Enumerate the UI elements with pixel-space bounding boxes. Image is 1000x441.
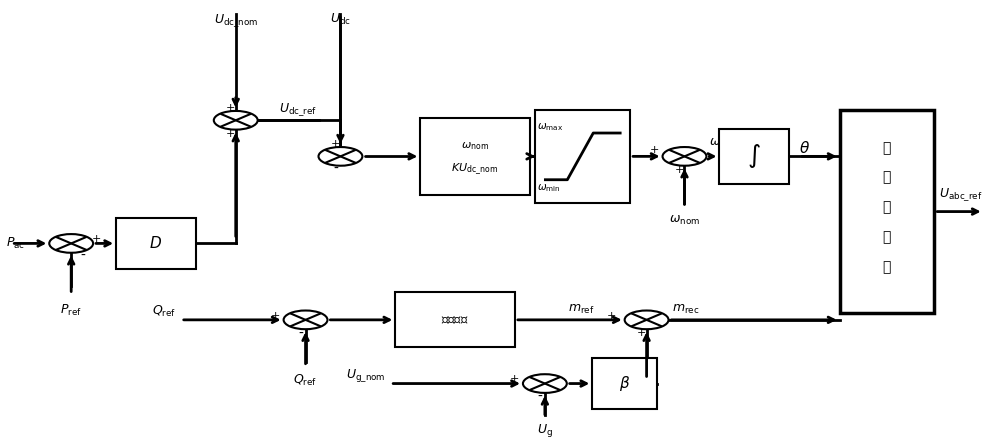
FancyBboxPatch shape [592, 358, 657, 409]
Text: +: + [637, 329, 646, 338]
Text: $U_{\mathrm{dc\_nom}}$: $U_{\mathrm{dc\_nom}}$ [214, 12, 258, 29]
Text: 成: 成 [883, 260, 891, 274]
Text: $Q_{\mathrm{ref}}$: $Q_{\mathrm{ref}}$ [152, 304, 176, 319]
Text: 生: 生 [883, 230, 891, 244]
Text: $\beta$: $\beta$ [619, 374, 630, 393]
Text: +: + [91, 234, 101, 244]
Text: $\theta$: $\theta$ [799, 140, 810, 156]
Circle shape [523, 374, 567, 393]
FancyBboxPatch shape [719, 129, 789, 184]
Circle shape [625, 310, 669, 329]
Text: $\int$: $\int$ [747, 142, 761, 170]
Text: $U_{\mathrm{dc}}$: $U_{\mathrm{dc}}$ [330, 12, 351, 27]
Text: +: + [271, 310, 280, 321]
Text: $\omega_{\mathrm{nom}}$: $\omega_{\mathrm{nom}}$ [669, 214, 700, 227]
Text: +: + [650, 145, 659, 155]
Text: $m_{\mathrm{rec}}$: $m_{\mathrm{rec}}$ [672, 303, 699, 316]
FancyBboxPatch shape [840, 110, 934, 314]
Circle shape [214, 111, 258, 130]
Text: $D$: $D$ [149, 235, 162, 251]
Text: $U_{\mathrm{abc\_ref}}$: $U_{\mathrm{abc\_ref}}$ [939, 186, 983, 203]
Text: +: + [607, 310, 616, 321]
Text: +: + [510, 374, 520, 384]
Text: $U_{\mathrm{g}}$: $U_{\mathrm{g}}$ [537, 422, 553, 439]
Text: $\text{无功控制}$: $\text{无功控制}$ [441, 314, 469, 326]
Text: +: + [226, 129, 235, 139]
Circle shape [49, 234, 93, 253]
FancyBboxPatch shape [535, 110, 630, 203]
Text: 调: 调 [883, 141, 891, 155]
Text: +: + [331, 138, 340, 149]
FancyBboxPatch shape [395, 292, 515, 348]
Text: 制: 制 [883, 171, 891, 185]
Circle shape [319, 147, 362, 166]
Text: $Q_{\mathrm{ref}}$: $Q_{\mathrm{ref}}$ [293, 373, 318, 388]
Text: $P_{\mathrm{ref}}$: $P_{\mathrm{ref}}$ [60, 303, 82, 318]
Text: $\omega_{\mathrm{min}}$: $\omega_{\mathrm{min}}$ [537, 182, 561, 194]
Text: $\omega_{\mathrm{max}}$: $\omega_{\mathrm{max}}$ [537, 121, 564, 133]
Text: 波: 波 [883, 200, 891, 214]
Text: $\omega_{\mathrm{nom}}$: $\omega_{\mathrm{nom}}$ [461, 140, 489, 152]
Text: +: + [675, 165, 684, 175]
Text: $KU_{\mathrm{dc\_nom}}$: $KU_{\mathrm{dc\_nom}}$ [451, 161, 499, 177]
Text: $m_{\mathrm{ref}}$: $m_{\mathrm{ref}}$ [568, 303, 594, 316]
Text: $P_{\mathrm{ac}}$: $P_{\mathrm{ac}}$ [6, 236, 26, 251]
Text: -: - [81, 249, 86, 263]
Circle shape [284, 310, 327, 329]
Text: -: - [333, 162, 338, 176]
Text: +: + [226, 103, 235, 112]
Circle shape [663, 147, 706, 166]
Text: -: - [537, 390, 542, 404]
FancyBboxPatch shape [420, 118, 530, 194]
Text: -: - [298, 326, 303, 340]
Text: $U_{\mathrm{g\_nom}}$: $U_{\mathrm{g\_nom}}$ [346, 366, 385, 384]
Text: $U_{\mathrm{dc\_ref}}$: $U_{\mathrm{dc\_ref}}$ [279, 101, 317, 118]
FancyBboxPatch shape [116, 218, 196, 269]
Text: $\omega_{\mathrm{rec}}$: $\omega_{\mathrm{rec}}$ [709, 137, 735, 150]
